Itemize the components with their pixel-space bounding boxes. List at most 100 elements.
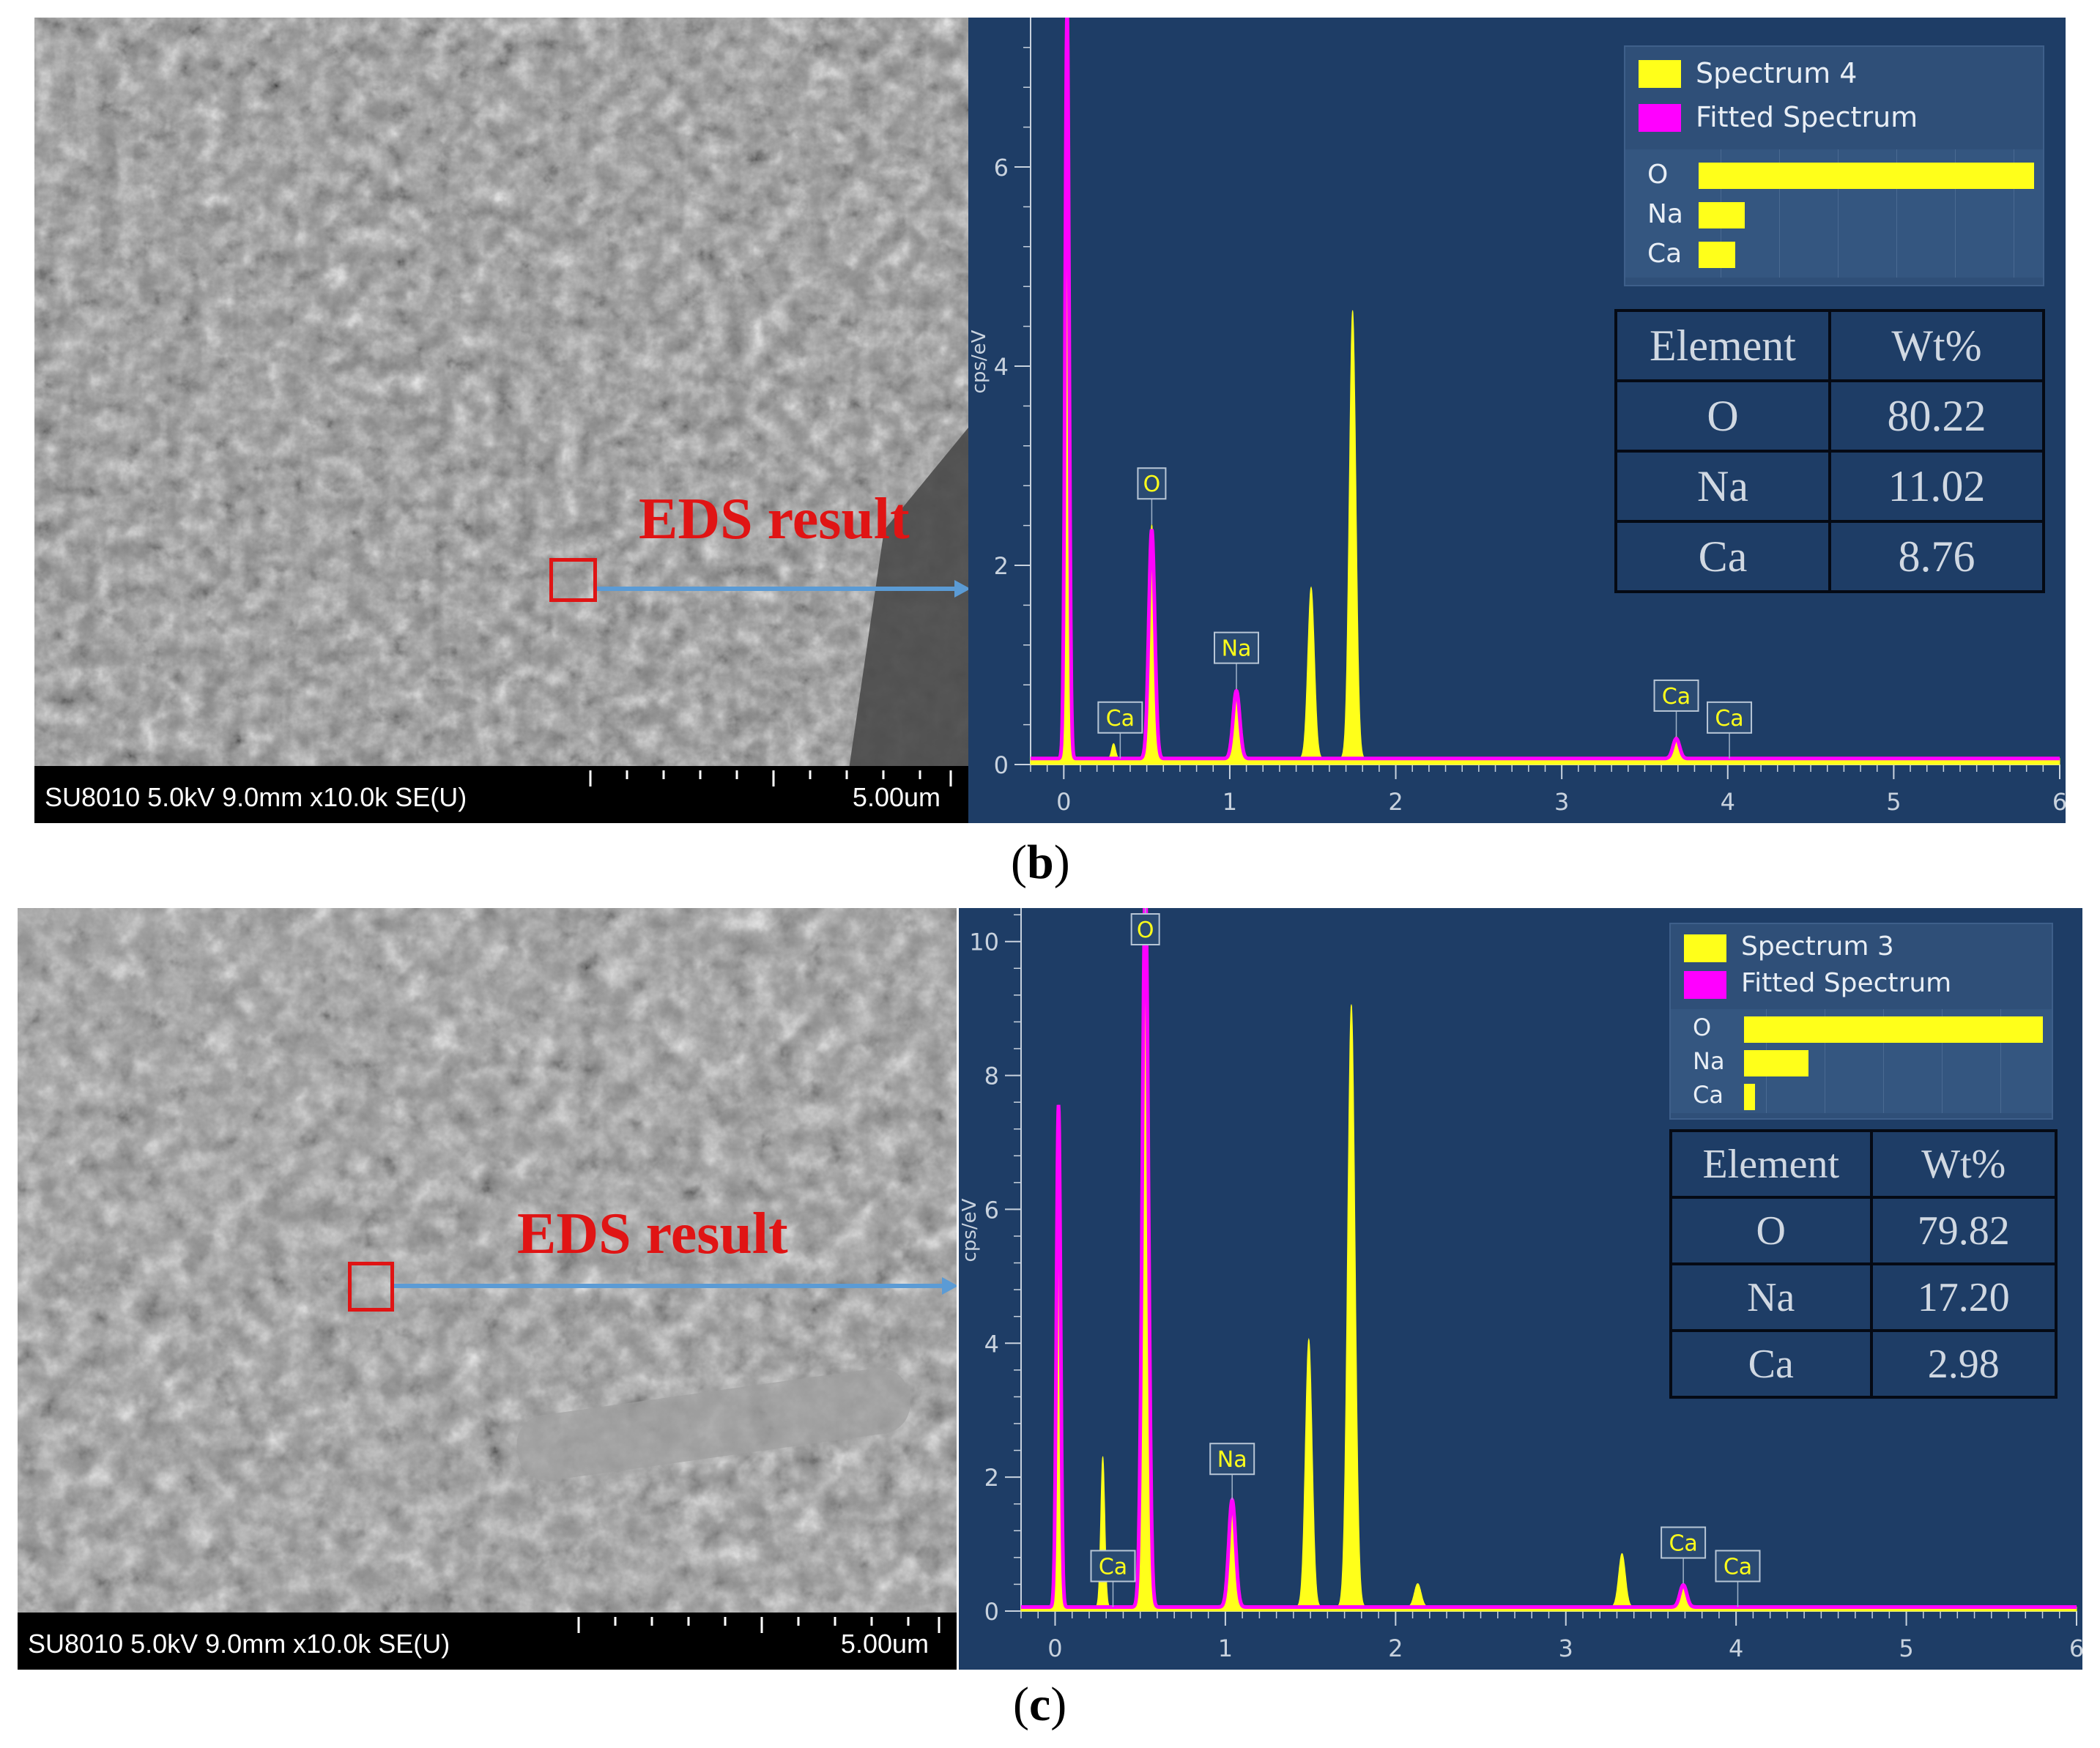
eds-region-marker [348,1262,394,1312]
peak-label: Ca [1715,1550,1761,1607]
element-bar-fill [1744,1084,1756,1110]
table-header-row: Element Wt% [1614,309,2045,382]
legend-label: Fitted Spectrum [1696,101,1918,133]
figure-panel-b: EDS result SU8010 5.0kV 9.0mm x10.0k SE(… [34,18,2066,889]
peak-label-box [1090,1550,1136,1583]
x-tick-label: 2 [1388,788,1403,816]
legend-label: Fitted Spectrum [1741,968,1952,998]
table-cell: 80.22 [1828,379,2045,453]
y-tick-label: 8 [984,1063,999,1090]
element-bar-label: O [1647,160,1669,190]
peak-label-box [1707,701,1753,734]
figure-panel-c: EDS result SU8010 5.0kV 9.0mm x10.0k SE(… [0,901,2100,1748]
peak-label: Ca [1661,1526,1707,1584]
element-bar-row: Na [1625,198,2043,231]
y-tick-label: 10 [969,929,999,956]
x-tick-label: 5 [1899,1634,1913,1662]
peak-label-text: Ca [1106,706,1135,732]
fitted-spectrum-line [1021,908,2077,1609]
x-tick-label: 0 [1047,1634,1062,1662]
table-cell: 17.20 [1869,1262,2058,1332]
sem-acquisition-info: SU8010 5.0kV 9.0mm x10.0k SE(U) [45,782,467,812]
element-bar-fill [1744,1016,2043,1043]
peak-label-text: O [1143,472,1161,497]
element-bar-row: Na [1671,1046,2052,1079]
element-bar-fill [1744,1050,1808,1076]
peak-label-text: Ca [1662,684,1691,710]
wt-percent-table: Element Wt% O 79.82 Na 17.20 Ca 2.98 [1669,1129,2058,1399]
peak-label-box [1097,701,1143,734]
element-bar-row: Ca [1671,1079,2052,1113]
fitted-spectrum-line [1031,18,2060,761]
eds-arrow [394,1277,957,1295]
element-bar-label: Ca [1693,1081,1724,1109]
element-bar-fill [1699,202,1745,228]
spectrum-legend: Spectrum 3 Fitted Spectrum O Na Ca [1669,923,2053,1120]
eds-result-label: EDS result [517,1202,788,1266]
table-header-wt: Wt% [1869,1129,2058,1199]
y-axis-label: cps/eV [959,1198,981,1262]
table-row: Ca 2.98 [1669,1329,2058,1399]
panel-caption: (b) [1011,836,1070,889]
table-cell: 11.02 [1828,450,2045,523]
peak-label-box [1715,1550,1761,1583]
table-cell: 2.98 [1869,1329,2058,1399]
peak-label-box [1214,631,1259,664]
peak-label: O [1137,467,1167,525]
table-row: Na 11.02 [1614,450,2045,523]
peak-label-text: Na [1217,1447,1247,1473]
y-tick-label: 4 [994,353,1009,381]
sem-info-bar: SU8010 5.0kV 9.0mm x10.0k SE(U) 5.00um [18,1613,957,1670]
y-tick-label: 4 [984,1330,999,1358]
element-bar-fill [1699,163,2034,189]
table-cell: Ca [1669,1329,1873,1399]
y-tick-label: 6 [994,154,1009,182]
table-cell: O [1669,1196,1873,1265]
element-bar-row: O [1671,1012,2052,1046]
element-bar-row: O [1625,158,2043,192]
panel-caption: (c) [1013,1678,1067,1731]
element-bar-label: Ca [1647,239,1682,269]
peak-label-box [1209,1443,1255,1476]
table-cell: O [1614,379,1831,453]
legend-swatch-yellow [1684,934,1726,962]
element-bar-chart: O Na Ca [1625,149,2043,278]
element-bar-fill [1699,242,1735,268]
element-bar-row: Ca [1625,237,2043,271]
legend-swatch-magenta [1639,104,1681,132]
peak-label: Na [1214,631,1259,689]
table-cell: Ca [1614,520,1831,593]
eds-spectrum: 0 2 4 6 8 10 cps/eV 0 1 2 3 4 5 6 O Na Ca Ca Ca Spectrum 3… [959,908,2082,1670]
x-tick-label: 1 [1218,1634,1233,1662]
y-tick-label: 2 [984,1464,999,1492]
eds-spectrum: 0 2 4 6 cps/eV 0 1 2 3 4 5 6 O Na Ca Ca Ca Spectrum 4 Fi… [968,18,2066,823]
table-header-element: Element [1669,1129,1873,1199]
table-header-row: Element Wt% [1669,1129,2058,1199]
element-bar-label: O [1693,1014,1712,1041]
caption-letter: c [1028,1678,1051,1731]
sem-scale-label: 5.00um [852,782,940,812]
table-cell: Na [1669,1262,1873,1332]
element-bar-label: Na [1693,1047,1725,1075]
peak-label: Ca [1653,679,1699,737]
legend-swatch-magenta [1684,971,1726,999]
x-tick-label: 2 [1388,1634,1403,1662]
legend-swatch-yellow [1639,60,1681,88]
x-tick-label: 3 [1559,1634,1573,1662]
eds-arrow [597,580,968,598]
x-tick-label: 6 [2052,788,2066,816]
eds-region-marker [549,558,597,602]
element-bar-label: Na [1647,199,1683,229]
peak-label: Ca [1097,701,1143,759]
table-cell: Na [1614,450,1831,523]
sem-image: EDS result SU8010 5.0kV 9.0mm x10.0k SE(… [18,908,957,1670]
eds-result-label: EDS result [639,487,910,551]
x-tick-label: 1 [1222,788,1237,816]
peak-label: Na [1209,1443,1255,1500]
table-row: Ca 8.76 [1614,520,2045,593]
sem-scale-label: 5.00um [840,1629,929,1659]
y-tick-label: 0 [994,751,1009,779]
x-tick-label: 4 [1729,1634,1743,1662]
